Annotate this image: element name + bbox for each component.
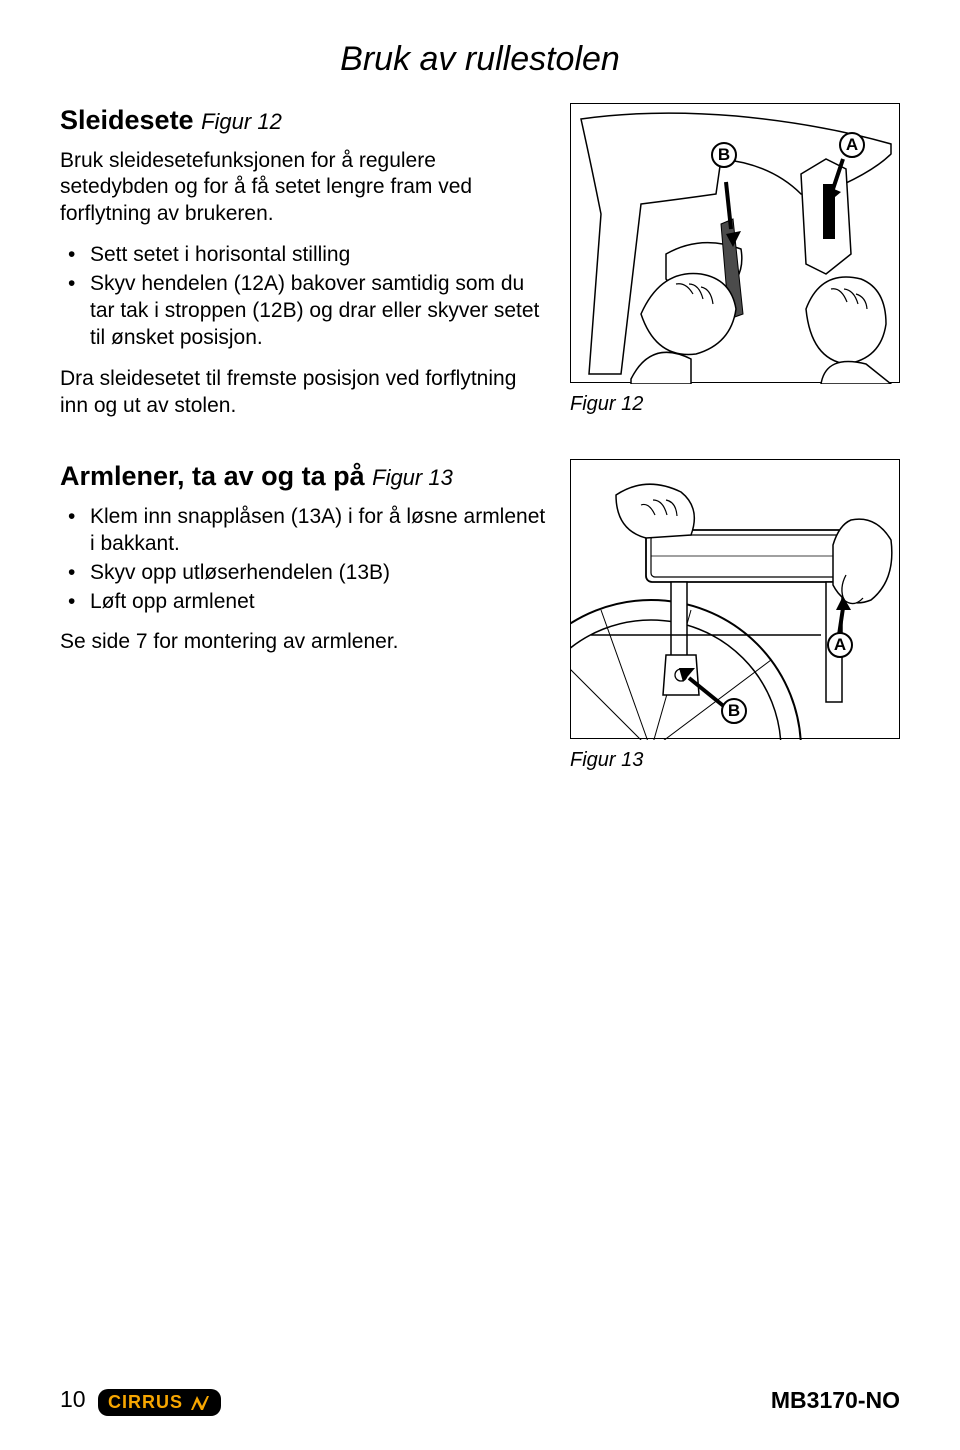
page-footer: 10 CIRRUS MB3170-NO: [60, 1386, 900, 1416]
section2-figure-col: A B Figur 13: [570, 459, 900, 772]
document-id: MB3170-NO: [771, 1387, 900, 1414]
section1-heading: Sleidesete Figur 12: [60, 103, 550, 138]
section1-para2: Dra sleidesetet til fremste posisjon ved…: [60, 366, 550, 420]
heading2-text: Armlener, ta av og ta på: [60, 461, 365, 491]
section2-para2: Se side 7 for montering av armlener.: [60, 629, 550, 656]
section2-figref: Figur 13: [372, 465, 453, 490]
brand-logo: CIRRUS: [98, 1389, 221, 1416]
section1-bullet1: Sett setet i horisontal stilling: [60, 242, 550, 269]
section2-heading: Armlener, ta av og ta på Figur 13: [60, 459, 550, 494]
section1-text: Sleidesete Figur 12 Bruk sleidesetefunks…: [60, 103, 550, 433]
section-armlener: Armlener, ta av og ta på Figur 13 Klem i…: [60, 459, 900, 772]
figure-13: A B: [570, 459, 900, 739]
section1-figref: Figur 12: [201, 109, 282, 134]
logo-number-icon: [189, 1394, 211, 1412]
section1-bullet2: Skyv hendelen (12A) bakover samtidig som…: [60, 271, 550, 352]
section2-bullet3: Løft opp armlenet: [60, 589, 550, 616]
section1-figure-col: B A Figur 12: [570, 103, 900, 433]
logo-text: CIRRUS: [108, 1392, 183, 1413]
figure-12: B A: [570, 103, 900, 383]
heading-text: Sleidesete: [60, 105, 194, 135]
figure12-caption: Figur 12: [570, 393, 900, 416]
figure12-callout-a: A: [839, 132, 865, 158]
section2-bullet1: Klem inn snapplåsen (13A) i for å løsne …: [60, 504, 550, 558]
footer-left: 10 CIRRUS: [60, 1386, 221, 1416]
section-sleidesete: Sleidesete Figur 12 Bruk sleidesetefunks…: [60, 103, 900, 433]
section2-bullets: Klem inn snapplåsen (13A) i for å løsne …: [60, 504, 550, 616]
page-number: 10: [60, 1386, 86, 1412]
section1-intro: Bruk sleidesetefunksjonen for å regulere…: [60, 148, 550, 229]
figure12-callout-b: B: [711, 142, 737, 168]
section2-text: Armlener, ta av og ta på Figur 13 Klem i…: [60, 459, 550, 772]
section1-bullets: Sett setet i horisontal stilling Skyv he…: [60, 242, 550, 352]
section2-bullet2: Skyv opp utløserhendelen (13B): [60, 560, 550, 587]
figure13-caption: Figur 13: [570, 749, 900, 772]
page-title: Bruk av rullestolen: [60, 40, 900, 79]
